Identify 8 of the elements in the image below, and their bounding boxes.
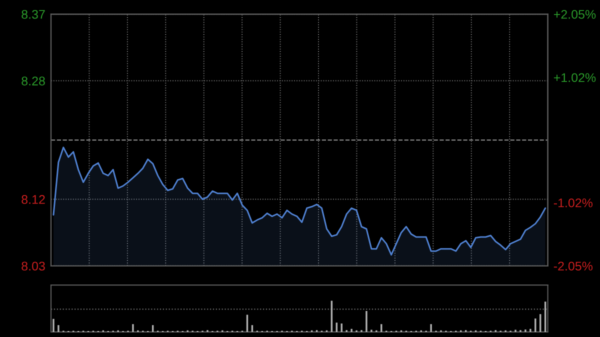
y2-tick-label: +1.02% [554,73,596,82]
y-tick-label: 8.03 [22,262,45,271]
y2-tick-label: -1.02% [554,198,593,208]
y-tick-label: 8.12 [22,195,45,204]
y-tick-label: 8.37 [22,10,45,19]
y-tick-label: 8.28 [22,76,45,86]
y2-tick-label: -2.05% [554,262,593,271]
y2-tick-label: +2.05% [554,10,596,19]
